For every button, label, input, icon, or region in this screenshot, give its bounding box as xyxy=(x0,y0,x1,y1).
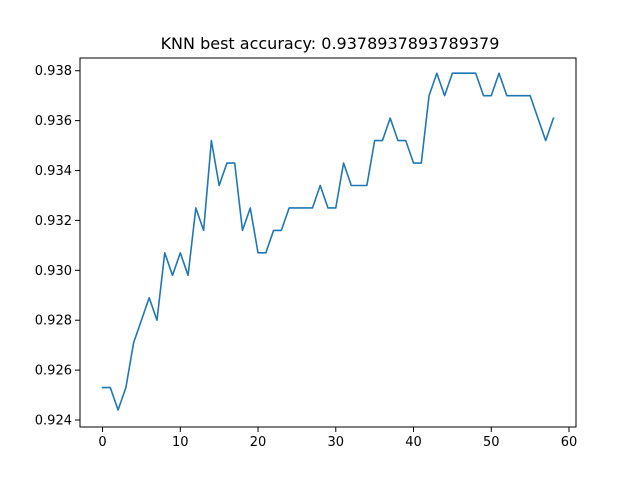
x-tick-label: 20 xyxy=(250,435,267,450)
y-tick-label: 0.936 xyxy=(35,114,72,129)
y-tick-label: 0.934 xyxy=(35,164,72,179)
x-tick-label: 40 xyxy=(405,435,422,450)
y-tick-label: 0.924 xyxy=(35,414,72,429)
plot-area: 0 10 20 30 40 50 60 0.924 0.926 0.928 0.930 0.932 0.… xyxy=(35,64,577,450)
x-tick-label: 50 xyxy=(483,435,500,450)
y-tick-label: 0.932 xyxy=(35,214,72,229)
accuracy-series-line xyxy=(101,72,555,411)
x-tick-label: 10 xyxy=(172,435,189,450)
x-tick-label: 30 xyxy=(328,435,345,450)
y-tick-label: 0.928 xyxy=(35,314,72,329)
chart-title: KNN best accuracy: 0.9378937893789379 xyxy=(161,34,500,53)
axes-frame xyxy=(79,57,577,428)
x-tick-label: 60 xyxy=(561,435,578,450)
y-tick-label: 0.926 xyxy=(35,364,72,379)
y-tick-label: 0.930 xyxy=(35,264,72,279)
x-tick-label: 0 xyxy=(98,435,106,450)
y-tick-label: 0.938 xyxy=(35,64,72,79)
